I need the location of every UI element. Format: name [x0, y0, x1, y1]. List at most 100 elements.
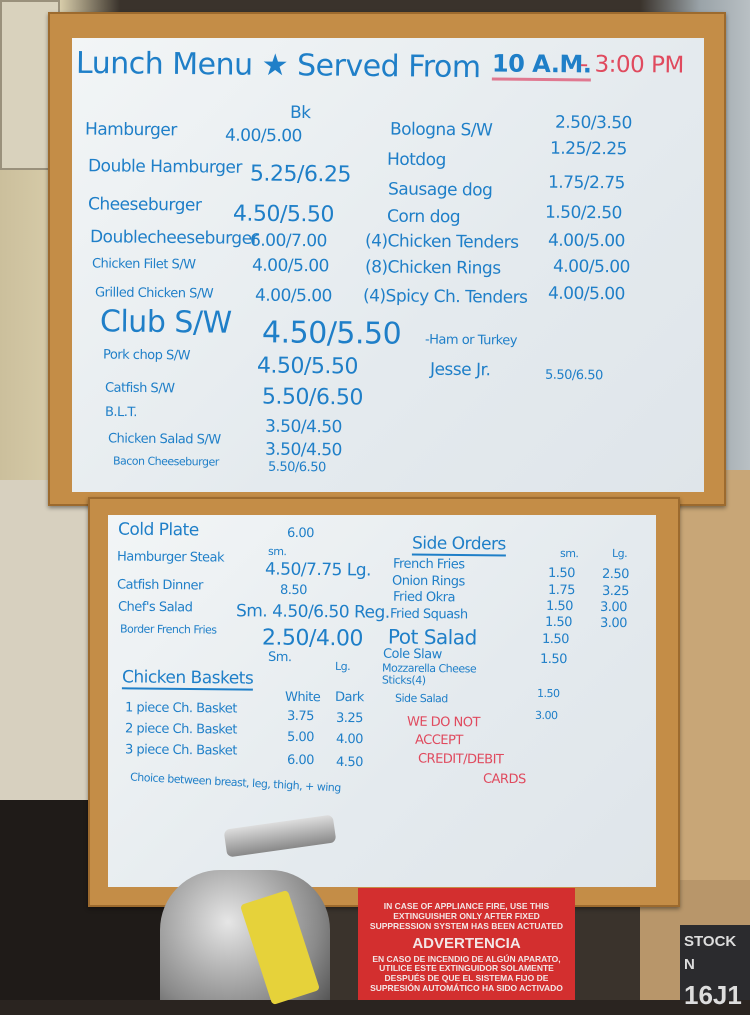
- price-dark: 3.25: [335, 710, 364, 727]
- side-price-lg: 3.00: [599, 615, 628, 632]
- warning-spanish: EN CASO DE INCENDIO DE ALGÚN APARATO, UT…: [370, 953, 563, 993]
- menu-item: Bologna S/W: [389, 119, 493, 141]
- size-label: Sm.: [267, 649, 292, 666]
- time-end: - 3:00 PM: [579, 51, 684, 79]
- menu-item: Corn dog: [386, 206, 461, 228]
- menu-price: 4.50/5.50: [261, 315, 402, 352]
- menu-item: Grilled Chicken S/W: [94, 285, 214, 302]
- side-item: French Fries: [392, 556, 465, 573]
- top-whiteboard: [72, 38, 704, 492]
- menu-price: 4.00/5.00: [552, 256, 631, 278]
- menu-item: Pork chop S/W: [102, 347, 191, 364]
- bottom-whiteboard: [108, 515, 656, 887]
- side-price-lg: 2.50: [601, 566, 630, 583]
- menu-item: Border French Fries: [119, 622, 217, 637]
- side-item: Side Salad: [394, 691, 448, 706]
- menu-item: 3 piece Ch. Basket: [124, 742, 238, 759]
- menu-price: 4.50/5.50: [232, 201, 335, 228]
- bk-label: Bk: [289, 102, 311, 124]
- payment-notice-line4: CARDS: [482, 771, 526, 788]
- warning-english: IN CASE OF APPLIANCE FIRE, USE THIS EXTI…: [369, 901, 564, 931]
- menu-price: 4.00/5.00: [547, 230, 626, 252]
- side-price-lg: 3.25: [601, 583, 630, 600]
- box-label: STOCK N 16J1: [680, 925, 750, 1010]
- fire-warning-sign: IN CASE OF APPLIANCE FIRE, USE THIS EXTI…: [358, 888, 575, 1000]
- menu-item: (4)Spicy Ch. Tenders: [362, 286, 528, 308]
- menu-price: 1.25/2.25: [549, 138, 628, 160]
- payment-notice-line1: WE DO NOT: [406, 714, 481, 731]
- menu-price: 4.50/7.75 Lg.: [264, 559, 372, 581]
- size-label: sm.: [267, 544, 287, 559]
- menu-price: 5.50/6.50: [261, 384, 364, 411]
- side-item: Mozzarella Cheese Sticks(4): [381, 661, 477, 688]
- price-dark: 4.50: [335, 754, 364, 771]
- menu-item: Cold Plate: [117, 519, 199, 541]
- chicken-baskets-heading: Chicken Baskets: [121, 667, 254, 691]
- menu-price: Sm. 4.50/6.50 Reg.: [235, 601, 390, 623]
- side-item: Onion Rings: [391, 573, 465, 590]
- side-price-lg: 3.00: [599, 599, 628, 616]
- menu-price: 6.00/7.00: [249, 230, 328, 252]
- menu-price: 8.50: [279, 582, 308, 599]
- menu-item: Club S/W: [99, 304, 232, 341]
- menu-price: 5.50/6.50: [544, 367, 603, 384]
- menu-item: Sausage dog: [387, 179, 493, 201]
- menu-price: 3.50/4.50: [264, 439, 343, 461]
- side-price-sm: 1.50: [541, 631, 570, 648]
- menu-price: 4.00/5.00: [224, 125, 303, 147]
- menu-item: Chicken Salad S/W: [107, 431, 221, 448]
- menu-item: Catfish Dinner: [116, 577, 203, 594]
- menu-item: 1 piece Ch. Basket: [124, 700, 238, 717]
- warning-heading: ADVERTENCIA: [412, 935, 521, 953]
- menu-price: 5.25/6.25: [249, 161, 352, 188]
- side-item: Cole Slaw: [382, 646, 442, 663]
- side-price-sm: 1.50: [545, 598, 574, 615]
- menu-price: 4.00/5.00: [254, 285, 333, 307]
- side-price-sm: 1.75: [547, 582, 576, 599]
- side-orders-heading: Side Orders: [411, 533, 506, 557]
- menu-item: Chef's Salad: [117, 599, 193, 616]
- menu-price: 4.50/5.50: [256, 353, 359, 380]
- menu-price: 1.75/2.75: [547, 172, 626, 194]
- menu-item: Cheeseburger: [87, 194, 202, 216]
- menu-item: Hamburger: [84, 119, 177, 141]
- menu-title: Lunch Menu ★ Served From: [75, 45, 481, 86]
- side-item: Fried Squash: [389, 606, 468, 623]
- menu-item: (4)Chicken Tenders: [364, 231, 519, 253]
- side-item: Fried Okra: [392, 589, 456, 606]
- side-price-sm: 1.50: [544, 614, 573, 631]
- side-price-sm: 1.50: [536, 686, 560, 701]
- col-white: White: [284, 689, 321, 706]
- menu-item: (8)Chicken Rings: [364, 257, 501, 279]
- menu-item: Hotdog: [386, 149, 446, 171]
- menu-price: 2.50/4.00: [261, 625, 364, 652]
- menu-item: Hamburger Steak: [116, 549, 225, 566]
- menu-price: 4.00/5.00: [251, 255, 330, 277]
- menu-item: Catfish S/W: [104, 380, 175, 397]
- menu-price: 1.50/2.50: [544, 202, 623, 224]
- menu-price: 2.50/3.50: [554, 112, 633, 134]
- price-white: 3.75: [286, 708, 315, 725]
- menu-note: -Ham or Turkey: [424, 332, 518, 349]
- price-dark: 4.00: [335, 731, 364, 748]
- menu-price: 5.50/6.50: [267, 459, 326, 476]
- box-label-line1: STOCK N: [684, 933, 737, 973]
- col-lg: Lg.: [611, 546, 628, 561]
- payment-notice-line2: ACCEPT: [414, 732, 463, 749]
- price-white: 5.00: [286, 729, 315, 746]
- menu-price: 3.50/4.50: [264, 416, 343, 438]
- counter: [0, 480, 95, 810]
- side-item: Pot Salad: [387, 624, 477, 650]
- menu-item: Bacon Cheeseburger: [112, 454, 219, 469]
- menu-item: B.L.T.: [104, 404, 138, 421]
- menu-price: 4.00/5.00: [547, 283, 626, 305]
- side-price-sm: 3.00: [534, 708, 558, 723]
- payment-notice-line3: CREDIT/DEBIT: [417, 751, 504, 768]
- side-price-sm: 1.50: [539, 651, 568, 668]
- menu-item: Jesse Jr.: [429, 359, 491, 381]
- side-price-sm: 1.50: [547, 565, 576, 582]
- menu-price: 6.00: [286, 525, 315, 542]
- menu-item: Doublecheeseburger: [89, 227, 259, 249]
- menu-item: Double Hamburger: [87, 156, 243, 178]
- time-start: 10 A.M.: [491, 49, 592, 82]
